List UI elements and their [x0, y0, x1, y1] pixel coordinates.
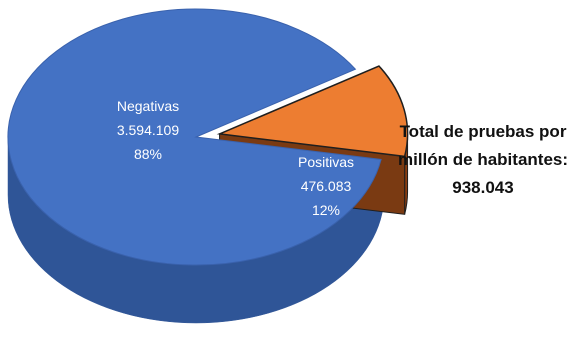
- total-annotation: Total de pruebas por millón de habitante…: [398, 118, 568, 202]
- slice-labels: Negativas 3.594.109 88% Positivas 476.083 12%: [117, 98, 354, 218]
- negativas-slice: [7, 8, 382, 266]
- positivas-label-name: Positivas: [298, 154, 354, 170]
- pie-tops: [7, 8, 409, 266]
- annotation-line-2: millón de habitantes:: [398, 150, 569, 169]
- positivas-label-value: 476.083: [301, 178, 352, 194]
- annotation-line-1: Total de pruebas por: [399, 122, 567, 141]
- negativas-label-value: 3.594.109: [117, 122, 179, 138]
- positivas-label-percent: 12%: [312, 202, 340, 218]
- annotation-line-3: 938.043: [452, 178, 514, 197]
- negativas-label-percent: 88%: [134, 146, 162, 162]
- negativas-label-name: Negativas: [117, 98, 179, 114]
- positivas-slice: [216, 65, 409, 158]
